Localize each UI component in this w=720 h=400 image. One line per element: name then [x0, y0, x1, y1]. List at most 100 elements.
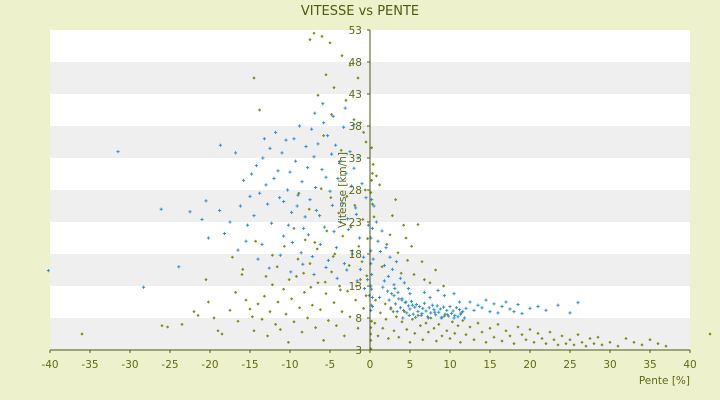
data-point [366, 278, 370, 282]
data-point [180, 322, 184, 326]
data-point [508, 307, 512, 311]
data-point [544, 342, 548, 346]
data-point [301, 262, 305, 266]
data-point [177, 265, 181, 269]
data-point [270, 221, 274, 225]
x-tick-label: 5 [407, 359, 414, 371]
x-tick-label: 35 [643, 359, 656, 371]
data-point [250, 315, 254, 319]
data-point [352, 166, 356, 170]
data-point [275, 265, 279, 269]
data-point [380, 229, 384, 233]
data-point [456, 324, 460, 328]
data-point [335, 276, 339, 280]
data-point [240, 272, 244, 277]
y-tick-label: 23 [349, 217, 362, 229]
data-point [378, 183, 382, 187]
data-point [228, 308, 232, 312]
data-point [342, 125, 346, 129]
data-point [319, 187, 323, 191]
data-point [196, 313, 200, 318]
data-point [370, 202, 374, 206]
data-point [310, 254, 314, 259]
data-point [323, 280, 327, 284]
data-point [252, 329, 256, 333]
data-point [401, 316, 405, 320]
data-point [366, 223, 370, 227]
data-point [394, 302, 398, 306]
data-point [316, 142, 320, 146]
data-point [382, 279, 386, 283]
data-point [380, 265, 384, 269]
data-point [442, 284, 446, 288]
x-tick-label: -35 [81, 359, 98, 371]
data-point [432, 326, 436, 330]
data-point [458, 340, 462, 344]
data-point [397, 297, 401, 301]
data-point [346, 289, 350, 293]
data-point [456, 315, 460, 319]
data-point [234, 151, 238, 155]
data-point [416, 310, 420, 314]
data-point [370, 171, 374, 175]
data-point [708, 332, 712, 336]
data-point [256, 302, 260, 306]
data-point [488, 310, 492, 314]
data-point [372, 215, 376, 219]
data-point [355, 279, 359, 283]
data-point [371, 162, 375, 166]
data-point [321, 102, 325, 106]
data-point [274, 322, 278, 326]
y-tick-label: 28 [349, 185, 362, 197]
data-point [584, 344, 588, 348]
data-point [297, 191, 301, 195]
data-point [362, 286, 366, 291]
data-point [362, 130, 366, 134]
data-point [406, 304, 410, 308]
data-point [266, 334, 270, 338]
data-point [342, 262, 346, 266]
data-point [256, 257, 260, 261]
data-point [378, 295, 382, 300]
data-point [310, 303, 314, 307]
data-point [532, 340, 536, 344]
x-tick-label: -15 [241, 359, 258, 371]
data-point [244, 239, 248, 243]
data-point [560, 334, 564, 338]
data-point [322, 121, 326, 125]
data-point [429, 316, 433, 320]
data-point [354, 284, 358, 288]
data-point [413, 331, 417, 335]
data-point [220, 332, 224, 336]
data-point [337, 211, 341, 215]
data-point [393, 286, 397, 291]
data-point [254, 239, 258, 243]
data-point [322, 134, 326, 138]
data-point [422, 301, 426, 305]
data-point [234, 290, 238, 294]
data-point [303, 238, 307, 242]
x-tick-label: -30 [121, 359, 138, 371]
data-point [298, 306, 302, 310]
data-point [334, 324, 338, 328]
data-point [308, 198, 312, 202]
data-point [374, 174, 378, 178]
data-point [310, 127, 314, 131]
data-point [392, 283, 396, 287]
data-point [405, 327, 409, 332]
data-point [268, 146, 272, 150]
data-point [386, 336, 390, 341]
data-point [258, 108, 262, 112]
data-point [458, 300, 462, 304]
data-point [376, 239, 380, 243]
data-point [398, 306, 402, 310]
data-point [338, 284, 342, 288]
data-point [363, 188, 367, 192]
data-point [354, 206, 358, 210]
data-point [343, 106, 347, 110]
data-point [338, 220, 342, 224]
data-point [282, 287, 286, 291]
data-point [324, 175, 328, 179]
data-point [302, 290, 306, 294]
